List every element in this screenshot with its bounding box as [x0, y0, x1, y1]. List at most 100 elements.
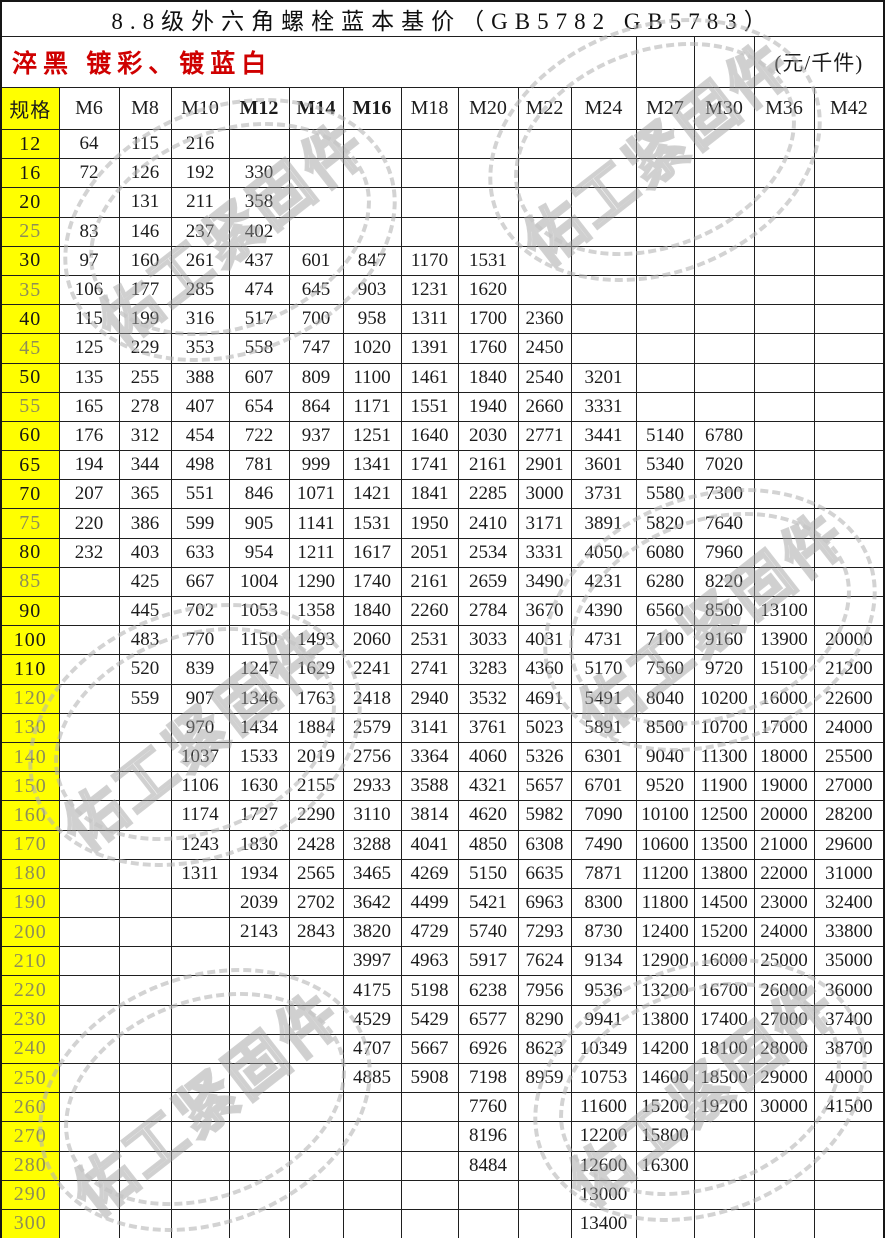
price-cell: 3141 [400, 712, 459, 743]
price-cell: 64 [58, 128, 120, 160]
col-header-m12: M12 [228, 87, 290, 130]
price-cell: 1174 [170, 800, 230, 831]
spec-cell: 130 [0, 712, 60, 743]
price-cell: 160 [118, 245, 172, 276]
price-cell: 6780 [693, 420, 755, 452]
price-cell: 4041 [400, 829, 459, 860]
spec-cell: 12 [0, 128, 60, 160]
price-cell [693, 187, 755, 218]
price-cell [228, 1062, 290, 1094]
page-title: 8.8级外六角螺栓蓝本基价（GB5782 GB5783） [0, 0, 885, 37]
price-cell [813, 566, 885, 598]
price-cell: 2241 [342, 654, 402, 685]
price-cell: 4850 [457, 829, 519, 860]
price-cell: 131 [118, 187, 172, 218]
col-header-m36: M36 [753, 87, 815, 130]
price-cell [813, 391, 885, 422]
price-cell: 403 [118, 537, 172, 568]
price-cell: 4729 [400, 917, 459, 948]
price-cell: 3891 [570, 508, 637, 539]
price-cell: 907 [170, 683, 230, 714]
price-cell [693, 1179, 755, 1210]
price-cell [813, 479, 885, 510]
price-cell: 9720 [693, 654, 755, 685]
spec-cell: 70 [0, 479, 60, 510]
subtitle-row: 淬黑 镀彩、镀蓝白 (元/千件) [0, 36, 885, 88]
price-cell [635, 128, 695, 160]
price-cell: 5429 [400, 1004, 459, 1035]
price-cell: 29000 [753, 1062, 815, 1094]
price-cell [635, 1179, 695, 1210]
spec-cell: 140 [0, 741, 60, 773]
price-cell [693, 1121, 755, 1152]
price-cell [517, 128, 572, 160]
price-cell: 115 [118, 128, 172, 160]
price-cell: 5657 [517, 771, 572, 802]
price-cell: 13500 [693, 829, 755, 860]
price-cell: 14600 [635, 1062, 695, 1094]
price-cell [228, 975, 290, 1006]
price-cell: 18000 [753, 741, 815, 773]
price-cell [118, 741, 172, 773]
price-cell [570, 274, 637, 306]
price-cell [342, 1092, 402, 1123]
price-cell: 558 [228, 333, 290, 364]
price-cell: 9536 [570, 975, 637, 1006]
table-row: 85 425 667 1004 1290 1740 2161 2659 3490 4231 6280… [0, 566, 885, 598]
price-cell [635, 158, 695, 189]
price-cell: 211 [170, 187, 230, 218]
price-cell: 4321 [457, 771, 519, 802]
price-cell: 38700 [813, 1033, 885, 1065]
price-cell: 839 [170, 654, 230, 685]
price-cell [400, 1092, 459, 1123]
price-cell: 1391 [400, 333, 459, 364]
price-cell: 4963 [400, 946, 459, 977]
spec-cell: 180 [0, 858, 60, 889]
price-cell: 2039 [228, 887, 290, 919]
col-header-m18: M18 [400, 87, 459, 130]
price-cell [813, 1179, 885, 1210]
price-cell [288, 1062, 344, 1094]
table-row: 35 106 177 285 474 645 903 1231 1620 [0, 274, 885, 306]
price-cell: 330 [228, 158, 290, 189]
price-cell: 2565 [288, 858, 344, 889]
price-cell [753, 216, 815, 247]
price-cell: 2428 [288, 829, 344, 860]
price-cell: 5740 [457, 917, 519, 948]
price-cell [635, 391, 695, 422]
price-cell: 4231 [570, 566, 637, 598]
price-cell [753, 1150, 815, 1181]
price-cell: 498 [170, 450, 230, 481]
price-cell: 2450 [517, 333, 572, 364]
price-cell: 3288 [342, 829, 402, 860]
price-cell [693, 158, 755, 189]
price-cell: 3171 [517, 508, 572, 539]
spec-cell: 25 [0, 216, 60, 247]
spec-cell: 35 [0, 274, 60, 306]
price-cell [813, 1121, 885, 1152]
price-cell [635, 216, 695, 247]
price-cell [517, 1150, 572, 1181]
price-cell [342, 1121, 402, 1152]
price-cell: 2933 [342, 771, 402, 802]
price-cell: 1551 [400, 391, 459, 422]
price-cell [693, 274, 755, 306]
price-cell: 747 [288, 333, 344, 364]
spec-cell: 250 [0, 1062, 60, 1094]
price-cell: 11800 [635, 887, 695, 919]
price-cell: 19200 [693, 1092, 755, 1123]
price-cell: 13800 [635, 1004, 695, 1035]
price-cell: 285 [170, 274, 230, 306]
price-cell [813, 1150, 885, 1181]
price-cell [635, 304, 695, 335]
price-cell: 2771 [517, 420, 572, 452]
table-row: 16 72 126 192 330 [0, 158, 885, 189]
price-cell: 4707 [342, 1033, 402, 1065]
price-cell: 12900 [635, 946, 695, 977]
price-cell [118, 771, 172, 802]
price-cell: 2702 [288, 887, 344, 919]
price-cell [118, 1150, 172, 1181]
price-cell: 31000 [813, 858, 885, 889]
price-cell: 4390 [570, 595, 637, 627]
col-header-m10: M10 [170, 87, 230, 130]
